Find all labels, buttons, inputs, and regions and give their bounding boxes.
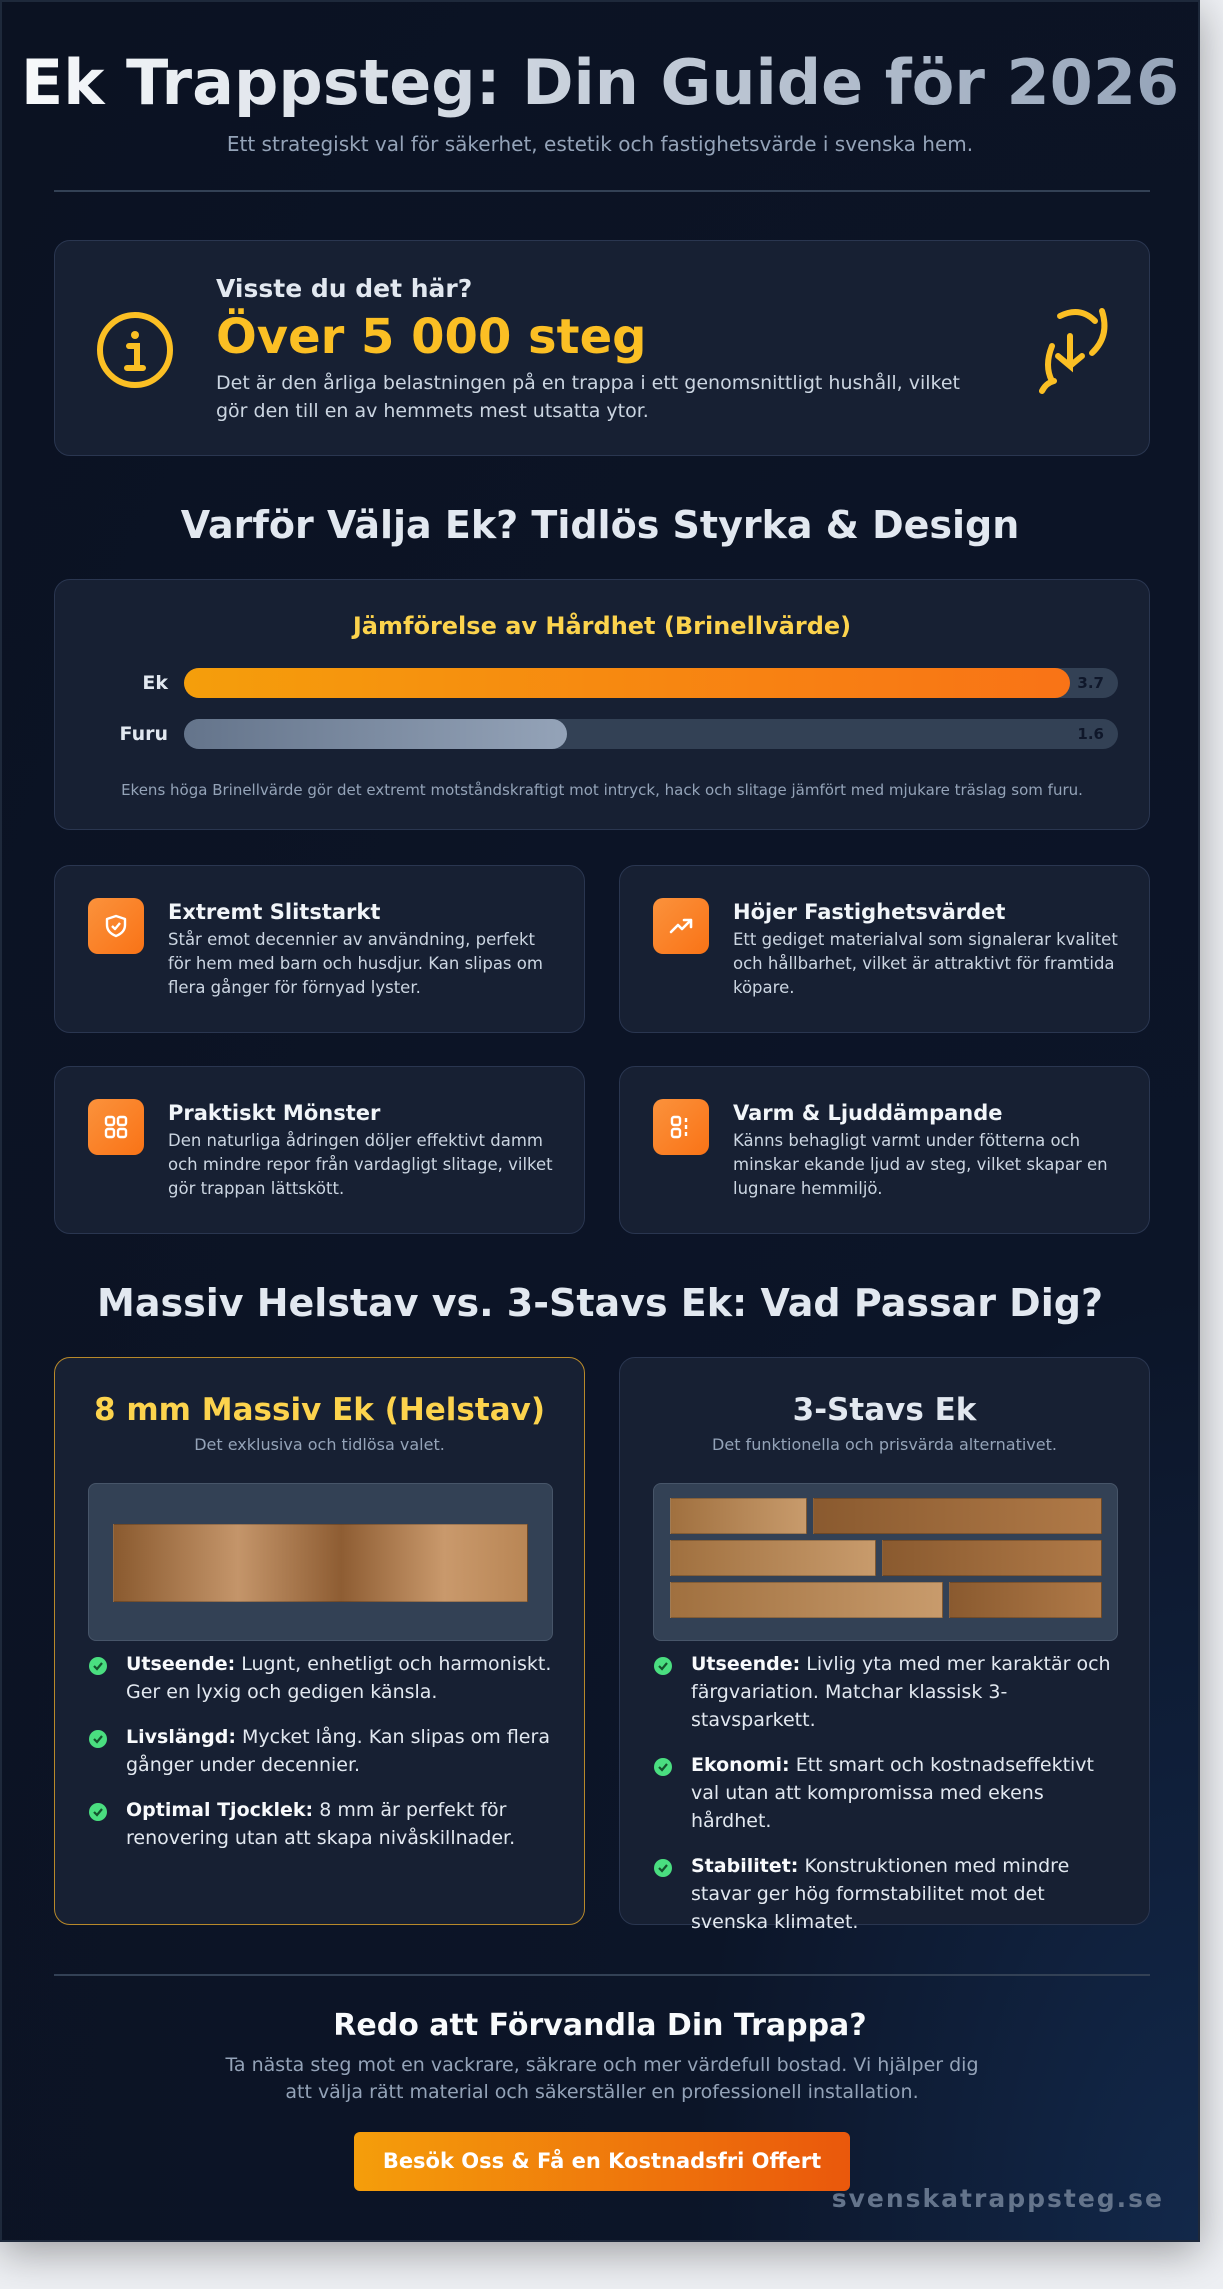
chart-plot: Ek 3.7 Furu 1.6 <box>55 580 1149 829</box>
feature-card: Extremt Slitstarkt Står emot decennier av… <box>54 865 585 1033</box>
check-icon <box>88 1802 108 1830</box>
check-icon <box>88 1656 108 1684</box>
divider <box>54 1974 1150 1976</box>
cta-text: Ta nästa steg mot en vackrare, säkrare o… <box>225 2054 979 2103</box>
plank <box>949 1582 1102 1618</box>
check-icon <box>88 1729 108 1757</box>
option-title: 3-Stavs Ek <box>792 1392 977 1428</box>
feature-text: Den naturliga ådringen döljer effektivt … <box>168 1131 553 1198</box>
check-icon <box>653 1858 673 1886</box>
bar <box>184 719 568 749</box>
site-name: svenskatrappsteg.se <box>831 2184 1164 2213</box>
point: Ekonomi: Ett smart och kostnadseffektivt… <box>653 1751 1118 1835</box>
point: Utseende: Lugnt, enhetligt och harmonisk… <box>88 1650 553 1706</box>
check-icon <box>653 1757 673 1785</box>
point-text: Konstruktionen med mindre stavar ger hög… <box>691 1855 1070 1933</box>
cta-heading: Redo att Förvandla Din Trappa? <box>333 2008 867 2043</box>
cta-button[interactable]: Besök Oss & Få en Kostnadsfri Offert <box>354 2132 850 2191</box>
plank <box>670 1582 943 1618</box>
point-label: Optimal Tjocklek: <box>126 1799 314 1821</box>
feature-card: Höjer Fastighetsvärdet Ett gediget materi… <box>619 865 1150 1033</box>
category-label: Furu <box>119 723 168 745</box>
point: Optimal Tjocklek: 8 mm är perfekt för re… <box>88 1796 553 1852</box>
option-title: 8 mm Massiv Ek (Helstav) <box>94 1392 545 1428</box>
feature-card: Praktiskt Mönster Den naturliga ådringen … <box>54 1066 585 1234</box>
fact-kicker: Visste du det här? <box>216 274 473 303</box>
fact-text: Det är den årliga belastningen på en tra… <box>216 372 960 422</box>
point-list: Utseende: Livlig yta med mer karaktär oc… <box>653 1650 1118 1953</box>
option-card: 8 mm Massiv Ek (Helstav) Det exklusiva oc… <box>54 1357 585 1925</box>
point-text: Mycket lång. Kan slipas om flera gånger … <box>126 1726 550 1776</box>
divider <box>54 190 1150 192</box>
value-label: 3.7 <box>1077 674 1104 692</box>
subtitle: Ett strategiskt val för säkerhet, esteti… <box>226 132 974 156</box>
feature-text: Känns behagligt varmt under fötterna och… <box>733 1131 1108 1198</box>
chart-card: Jämförelse av Hårdhet (Brinellvärde) Ek 3… <box>54 579 1150 830</box>
wood-sample <box>88 1483 553 1641</box>
chart-note: Ekens höga Brinellvärde gör det extremt … <box>121 781 1083 799</box>
point-list: Utseende: Lugnt, enhetligt och harmonisk… <box>88 1650 553 1869</box>
fact-card: Visste du det här? Över 5 000 steg Det ä… <box>54 240 1150 456</box>
feature-icon <box>653 898 709 954</box>
point-label: Utseende: <box>126 1653 236 1675</box>
bar <box>184 668 1071 698</box>
title: Ek Trappsteg: Din Guide för 2026 <box>2 48 1198 118</box>
wood-sample <box>653 1483 1118 1641</box>
point-label: Ekonomi: <box>691 1754 790 1776</box>
point-text: 8 mm är perfekt för renovering utan att … <box>126 1799 516 1849</box>
point: Livslängd: Mycket lång. Kan slipas om fl… <box>88 1723 553 1779</box>
feature-title: Extremt Slitstarkt <box>168 900 381 924</box>
steps-icon <box>1039 308 1108 394</box>
point: Stabilitet: Konstruktionen med mindre st… <box>653 1852 1118 1936</box>
info-icon <box>97 312 173 388</box>
point-label: Livslängd: <box>126 1726 236 1748</box>
value-label: 1.6 <box>1077 725 1104 743</box>
point-text: Livlig yta med mer karaktär och färgvari… <box>691 1653 1111 1731</box>
section-heading: Varför Välja Ek? Tidlös Styrka & Design <box>180 503 1020 547</box>
option-subtitle: Det funktionella och prisvärda alternati… <box>712 1435 1057 1454</box>
fact-headline: Över 5 000 steg <box>216 309 647 365</box>
point-label: Utseende: <box>691 1653 801 1675</box>
feature-title: Praktiskt Mönster <box>168 1101 381 1125</box>
section-heading: Massiv Helstav vs. 3-Stavs Ek: Vad Passa… <box>97 1281 1103 1325</box>
feature-card: Varm & Ljuddämpande Känns behagligt varmt… <box>619 1066 1150 1234</box>
plank <box>670 1540 876 1576</box>
feature-text: Ett gediget materialval som signalerar k… <box>733 930 1118 997</box>
feature-text: Står emot decennier av användning, perfe… <box>168 930 543 997</box>
plank <box>813 1498 1102 1534</box>
feature-title: Varm & Ljuddämpande <box>733 1101 1003 1125</box>
chart-title: Jämförelse av Hårdhet (Brinellvärde) <box>352 612 852 640</box>
point-text: Lugnt, enhetligt och harmoniskt. Ger en … <box>126 1653 552 1703</box>
feature-title: Höjer Fastighetsvärdet <box>733 900 1006 924</box>
feature-icon <box>653 1099 709 1155</box>
point: Utseende: Livlig yta med mer karaktär oc… <box>653 1650 1118 1734</box>
option-subtitle: Det exklusiva och tidlösa valet. <box>194 1435 445 1454</box>
point-text: Ett smart och kostnadseffektivt val utan… <box>691 1754 1094 1832</box>
plank <box>670 1498 807 1534</box>
check-icon <box>653 1656 673 1684</box>
option-card: 3-Stavs Ek Det funktionella och prisvärda… <box>619 1357 1150 1933</box>
plank <box>113 1524 528 1602</box>
point-label: Stabilitet: <box>691 1855 799 1877</box>
plank <box>882 1540 1102 1576</box>
feature-icon <box>88 1099 144 1155</box>
page: Ek Trappsteg: Din Guide för 2026 Ett str… <box>0 0 1200 2242</box>
feature-icon <box>88 898 144 954</box>
category-label: Ek <box>142 672 168 694</box>
